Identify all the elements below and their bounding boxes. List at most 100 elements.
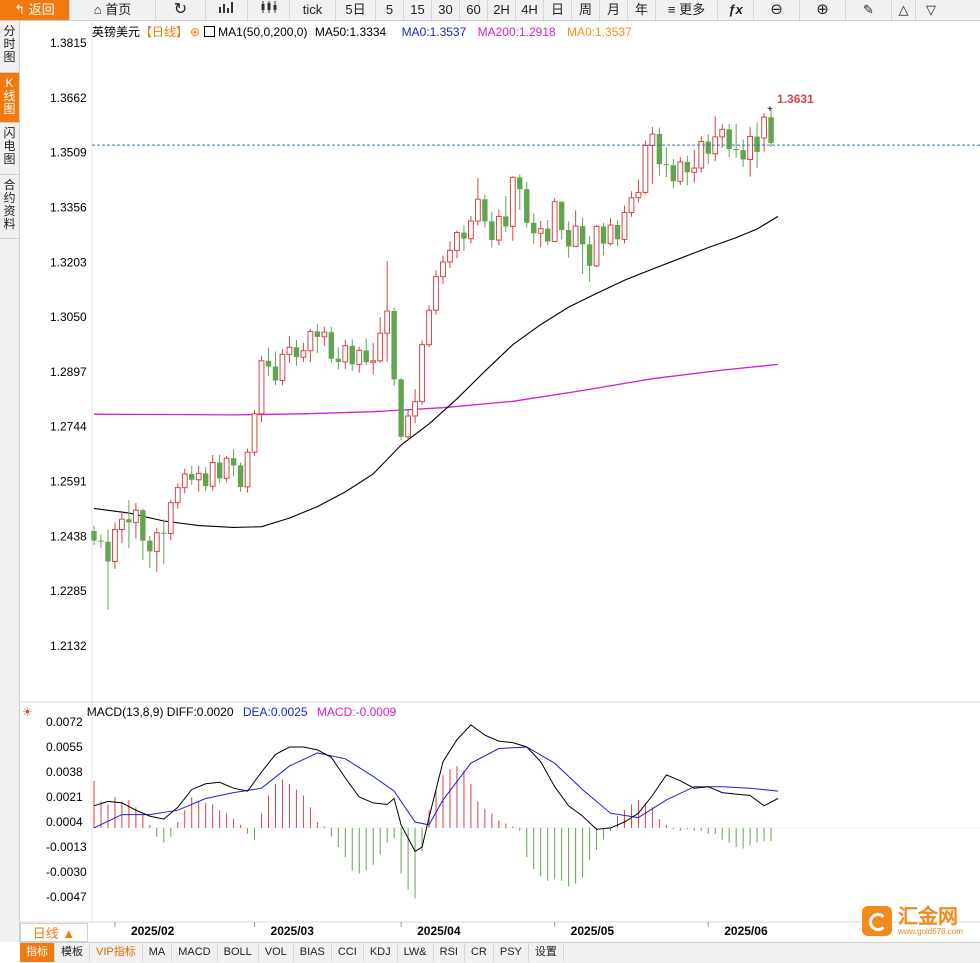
indicator-tab-2[interactable]: VIP指标 — [90, 943, 143, 962]
macd-tick-label: -0.0013 — [46, 840, 87, 854]
macd-params: MACD(13,8,9) — [86, 705, 164, 719]
period-30[interactable]: 30 — [432, 0, 460, 20]
candle-body — [572, 225, 579, 248]
indicator-tab-1[interactable]: 模板 — [55, 943, 90, 962]
collapse-button[interactable]: △ — [892, 0, 916, 20]
indicator-tab-13[interactable]: PSY — [494, 943, 529, 962]
candle-body — [712, 136, 719, 155]
indicator-tab-11[interactable]: RSI — [434, 943, 465, 962]
candle — [461, 225, 467, 252]
home-icon: ⌂ — [93, 2, 102, 17]
candle — [468, 216, 474, 244]
chart-type-icon — [218, 2, 233, 13]
period-60[interactable]: 60 — [460, 0, 488, 20]
candle-body — [293, 347, 300, 358]
indicator-icon[interactable] — [204, 26, 216, 37]
candle-body — [726, 129, 732, 150]
candle-body — [195, 472, 202, 481]
candle — [321, 326, 328, 346]
more-button-label: 更多 — [679, 2, 706, 17]
candle-body — [475, 198, 481, 222]
candle-body — [691, 167, 698, 173]
period-5d[interactable]: 5日 — [336, 0, 376, 20]
candle-body — [370, 360, 377, 363]
indicator-tab-5[interactable]: BOLL — [218, 943, 259, 962]
period-4h[interactable]: 4H — [516, 0, 544, 20]
zoom-out-button[interactable]: ⊖ — [754, 0, 800, 20]
last-price-label: 1.3631 — [777, 92, 814, 106]
indicator-tab-9[interactable]: KDJ — [364, 943, 398, 962]
back-button[interactable]: ↰ 返回 — [0, 0, 70, 20]
chart-settings-icon[interactable]: ⊕ — [190, 25, 201, 39]
indicator-tab-6[interactable]: VOL — [259, 943, 294, 962]
tab-contract-info[interactable]: 合约资料 — [0, 175, 19, 239]
candle — [663, 147, 670, 177]
candle-body — [405, 415, 412, 438]
price-tick-label: 1.3356 — [50, 200, 87, 214]
x-tick-label: 2025/04 — [417, 924, 461, 938]
back-button-label: 返回 — [28, 2, 55, 17]
indicator-tab-14[interactable]: 设置 — [529, 943, 564, 962]
candle-body — [363, 350, 369, 363]
candle — [265, 347, 272, 376]
candle-body — [579, 226, 586, 245]
candle-body — [663, 164, 670, 166]
day-line-button[interactable]: 日线 ▲ — [20, 923, 88, 942]
indicator-tab-4[interactable]: MACD — [172, 943, 218, 962]
price-tick-label: 1.3509 — [50, 146, 87, 160]
macd-tick-label: 0.0004 — [46, 815, 83, 829]
home-button[interactable]: ⌂ 首页 — [70, 0, 156, 20]
dea-value: DEA:0.0025 — [242, 705, 308, 719]
period-2h[interactable]: 2H — [488, 0, 516, 20]
candle-style-button[interactable] — [248, 0, 290, 20]
candle-body — [509, 176, 516, 227]
period-5[interactable]: 5 — [376, 0, 404, 20]
candle — [726, 123, 732, 157]
period-15[interactable]: 15 — [404, 0, 432, 20]
ma0-value: MA0:1.3537 — [401, 25, 467, 39]
indicator-tab-8[interactable]: CCI — [332, 943, 364, 962]
candle — [684, 155, 690, 186]
period-year[interactable]: 年 — [628, 0, 656, 20]
candle — [174, 483, 181, 509]
candle-body — [321, 331, 328, 338]
tab-flash[interactable]: 闪电图 — [0, 123, 19, 175]
candle-body — [251, 413, 258, 453]
day-line-label: 日线 ▲ — [32, 926, 76, 941]
formula-button[interactable]: ƒx — [718, 0, 754, 20]
indicator-tabs: 指标 模板 VIP指标 MA MACD BOLL VOL BIAS CCI KDJ LW& RSI CR… — [20, 942, 980, 963]
refresh-icon: ↻ — [173, 1, 188, 18]
more-button[interactable]: ≡ 更多 — [656, 0, 718, 20]
tab-timeshare[interactable]: 分时图 — [0, 21, 19, 73]
period-tick[interactable]: tick — [290, 0, 336, 20]
macd-settings-icon[interactable]: ☀ — [22, 705, 33, 719]
period-day[interactable]: 日 — [544, 0, 572, 20]
period-week-label: 周 — [578, 2, 592, 17]
zoom-in-button[interactable]: ⊕ — [800, 0, 846, 20]
macd-tick-label: 0.0055 — [46, 740, 83, 754]
indicator-tab-12[interactable]: CR — [465, 943, 494, 962]
candle — [202, 467, 209, 492]
candle — [377, 317, 384, 363]
indicator-tab-7[interactable]: BIAS — [294, 943, 332, 962]
refresh-button[interactable]: ↻ — [156, 0, 206, 20]
expand-button[interactable]: ▽ — [916, 0, 946, 20]
candle — [719, 123, 726, 148]
indicator-tab-10[interactable]: LW& — [398, 943, 434, 962]
candle — [747, 127, 754, 177]
indicator-tab-0[interactable]: 指标 — [20, 943, 55, 962]
candle-body — [531, 222, 537, 234]
candle — [551, 198, 558, 242]
candle-body — [517, 177, 523, 190]
chart-type-button[interactable] — [206, 0, 248, 20]
candle-body — [761, 116, 767, 139]
indicator-tab-3[interactable]: MA — [143, 943, 173, 962]
period-week[interactable]: 周 — [572, 0, 600, 20]
candle — [147, 536, 153, 569]
candle — [761, 112, 767, 152]
period-month[interactable]: 月 — [600, 0, 628, 20]
logo-text: 汇金网 www.gold678.com — [898, 907, 963, 936]
draw-button[interactable]: ✎ — [846, 0, 892, 20]
